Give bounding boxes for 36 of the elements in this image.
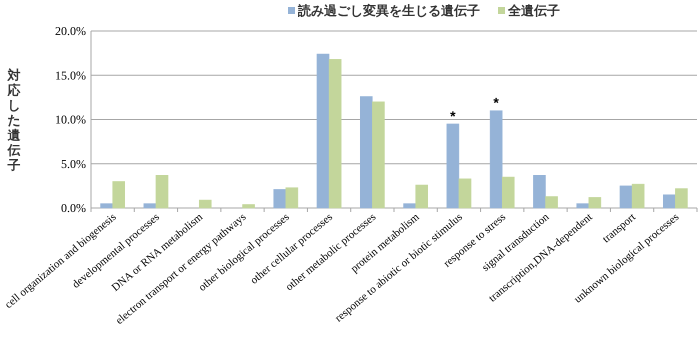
bar bbox=[533, 175, 546, 208]
annotation: * bbox=[450, 108, 456, 124]
y-tick-label: 10.0% bbox=[55, 112, 86, 126]
bar bbox=[316, 54, 330, 208]
bar bbox=[675, 188, 688, 208]
y-tick-label: 20.0% bbox=[55, 24, 86, 38]
bar bbox=[372, 102, 385, 208]
bar bbox=[662, 194, 676, 208]
legend-label: 全遺伝子 bbox=[507, 3, 560, 18]
bar bbox=[403, 203, 416, 208]
bar bbox=[360, 96, 373, 208]
bar bbox=[415, 184, 428, 208]
bar bbox=[273, 189, 286, 208]
bar bbox=[502, 176, 515, 208]
bar bbox=[198, 200, 212, 208]
bar bbox=[112, 181, 126, 208]
legend-label: 読み過ごし変異を生じる遺伝子 bbox=[297, 3, 480, 18]
bar bbox=[620, 186, 632, 208]
y-tick-label: 15.0% bbox=[55, 68, 86, 82]
bar bbox=[446, 124, 460, 208]
bar bbox=[144, 203, 156, 208]
bar bbox=[588, 197, 602, 208]
bar bbox=[545, 196, 558, 208]
annotation: * bbox=[493, 94, 500, 111]
y-axis-title: 対応した遺伝子 bbox=[6, 68, 22, 172]
bar bbox=[632, 184, 644, 208]
bar bbox=[458, 178, 472, 208]
y-tick-label: 0.0% bbox=[61, 201, 86, 215]
bar bbox=[286, 187, 298, 208]
bar bbox=[100, 203, 113, 208]
bar bbox=[242, 204, 255, 208]
y-tick-label: 5.0% bbox=[61, 156, 86, 171]
bar bbox=[156, 175, 168, 208]
bar bbox=[328, 59, 342, 208]
bar bbox=[576, 203, 590, 208]
bar bbox=[490, 110, 502, 208]
